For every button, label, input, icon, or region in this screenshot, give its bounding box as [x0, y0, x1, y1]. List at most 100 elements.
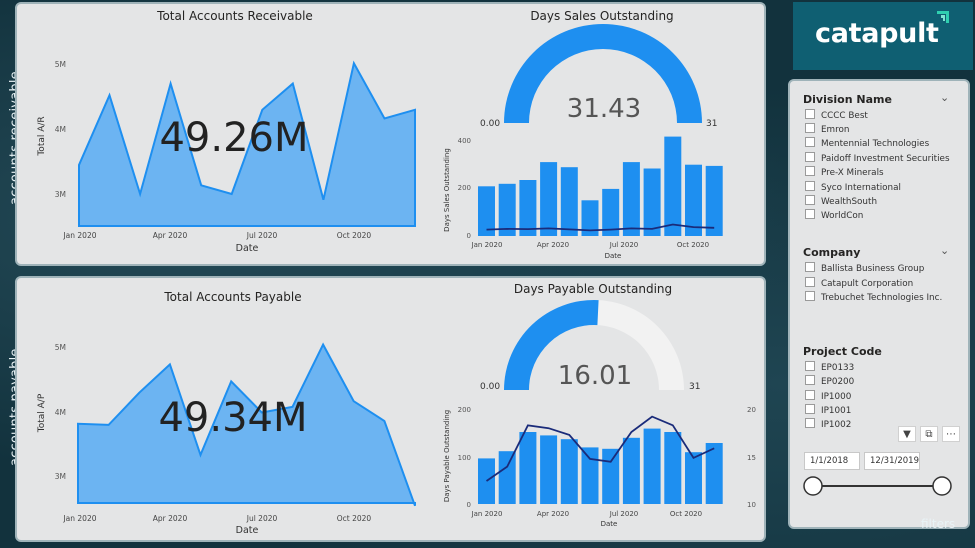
- ar-xtick-3: Jul 2020: [246, 231, 278, 240]
- dso-ylabel: Days Sales Outstanding: [443, 148, 451, 232]
- brand-logo: catapult: [793, 2, 973, 70]
- slider-end-handle[interactable]: [932, 476, 952, 496]
- ap-xtick-2: Apr 2020: [153, 514, 188, 523]
- receivable-panel: Total Accounts Receivable 5M 4M 3M Total…: [15, 2, 766, 266]
- slider-start-handle[interactable]: [803, 476, 823, 496]
- dpo-line: [485, 415, 715, 482]
- division-option[interactable]: Paidoff Investment Securities: [805, 152, 950, 164]
- filters-panel: Division Name ⌄ CCCC Best Emron Mentenni…: [788, 79, 970, 529]
- dpo-y2tick-1: 20: [747, 406, 756, 414]
- bar: [540, 435, 558, 504]
- bar: [685, 164, 702, 236]
- ar-ylabel: Total A/R: [37, 116, 47, 156]
- ap-xlabel: Date: [236, 525, 259, 536]
- project-option[interactable]: IP1002: [805, 418, 851, 430]
- project-option[interactable]: IP1001: [805, 404, 851, 416]
- division-option[interactable]: Pre-X Minerals: [805, 166, 884, 178]
- bar: [498, 183, 516, 236]
- ar-ytick-3: 3M: [55, 190, 66, 199]
- project-option[interactable]: IP1000: [805, 390, 851, 402]
- ar-xlabel: Date: [236, 243, 259, 254]
- division-option[interactable]: CCCC Best: [805, 109, 868, 121]
- dpo-ytick-1: 200: [458, 406, 471, 414]
- chevron-down-icon[interactable]: ⌄: [940, 244, 950, 257]
- company-filter-title: Company: [803, 246, 861, 259]
- project-option[interactable]: EP0200: [805, 375, 854, 387]
- dpo-gauge-min: 0.00: [480, 382, 500, 392]
- dso-title: Days Sales Outstanding: [530, 9, 673, 23]
- filters-label: filters: [921, 517, 956, 531]
- dpo-gauge-fill: [503, 299, 599, 390]
- bar: [581, 200, 599, 236]
- dso-ytick-3: 0: [467, 232, 471, 240]
- ar-kpi: 49.26M: [159, 115, 308, 161]
- filter-icon[interactable]: ▼: [898, 426, 916, 442]
- ap-ylabel: Total A/P: [37, 393, 47, 433]
- dso-gauge-max: 31: [706, 119, 717, 129]
- dpo-ylabel: Days Payable Outstanding: [443, 410, 451, 502]
- dpo-xtick-3: Jul 2020: [609, 510, 639, 518]
- dpo-y2tick-3: 10: [747, 501, 756, 509]
- logo-text: catapult: [815, 18, 939, 49]
- more-options-icon[interactable]: ⋯: [942, 426, 960, 442]
- bar: [602, 448, 620, 504]
- ap-title: Total Accounts Payable: [163, 290, 301, 304]
- division-option[interactable]: Syco International: [805, 181, 901, 193]
- focus-mode-icon[interactable]: ⧉: [920, 426, 938, 442]
- bar: [622, 162, 640, 236]
- dpo-title: Days Payable Outstanding: [514, 282, 672, 296]
- ar-ytick-1: 5M: [55, 60, 66, 69]
- ap-area-fill: [77, 342, 416, 507]
- chevron-down-icon[interactable]: ⌄: [940, 91, 950, 104]
- dpo-y2tick-2: 15: [747, 454, 756, 462]
- project-option[interactable]: EP0133: [805, 361, 854, 373]
- division-option[interactable]: Mentennial Technologies: [805, 137, 929, 149]
- ap-ytick-1: 5M: [55, 343, 66, 352]
- dpo-xtick-1: Jan 2020: [471, 510, 503, 518]
- bar: [519, 432, 537, 504]
- bar: [478, 186, 495, 236]
- dso-gauge-min: 0.00: [480, 119, 500, 129]
- date-slider[interactable]: [800, 473, 965, 498]
- dso-bars: [478, 136, 723, 236]
- company-option[interactable]: Catapult Corporation: [805, 277, 913, 289]
- bar: [560, 167, 578, 236]
- company-option[interactable]: Ballista Business Group: [805, 262, 924, 274]
- bar: [519, 180, 537, 236]
- dpo-xtick-4: Oct 2020: [670, 510, 702, 518]
- ap-xtick-4: Oct 2020: [337, 514, 372, 523]
- ap-ytick-3: 3M: [55, 472, 66, 481]
- bar: [705, 443, 723, 504]
- ap-ytick-2: 4M: [55, 408, 66, 417]
- dpo-gauge-max: 31: [689, 382, 700, 392]
- division-option[interactable]: WealthSouth: [805, 195, 877, 207]
- company-option[interactable]: Trebuchet Technologies Inc.: [805, 291, 942, 303]
- bar: [685, 452, 702, 504]
- bar: [581, 447, 599, 504]
- bar: [664, 432, 682, 504]
- bar: [664, 136, 682, 236]
- date-end-input[interactable]: 12/31/2019: [864, 452, 920, 470]
- payable-svg: Total Accounts Payable 5M 4M 3M Total A/…: [37, 282, 756, 536]
- bar: [560, 439, 578, 504]
- dpo-ytick-2: 100: [458, 454, 471, 462]
- bar: [622, 437, 640, 504]
- project-filter-title: Project Code: [803, 345, 882, 358]
- dso-xtick-1: Jan 2020: [471, 241, 503, 249]
- ar-xtick-4: Oct 2020: [337, 231, 372, 240]
- bar: [498, 451, 516, 504]
- catapult-logo-icon: [937, 11, 949, 23]
- receivable-svg: Total Accounts Receivable 5M 4M 3M Total…: [37, 9, 723, 260]
- dpo-gauge-value: 16.01: [558, 361, 632, 391]
- dso-xtick-3: Jul 2020: [609, 241, 639, 249]
- bar: [643, 428, 661, 504]
- dso-xtick-4: Oct 2020: [677, 241, 709, 249]
- bar: [478, 458, 495, 504]
- dso-xtick-2: Apr 2020: [537, 241, 569, 249]
- bar: [705, 165, 723, 236]
- ar-title: Total Accounts Receivable: [156, 9, 313, 23]
- date-start-input[interactable]: 1/1/2018: [804, 452, 860, 470]
- division-option[interactable]: Emron: [805, 123, 850, 135]
- dpo-ytick-3: 0: [467, 501, 471, 509]
- division-option[interactable]: WorldCon: [805, 209, 863, 221]
